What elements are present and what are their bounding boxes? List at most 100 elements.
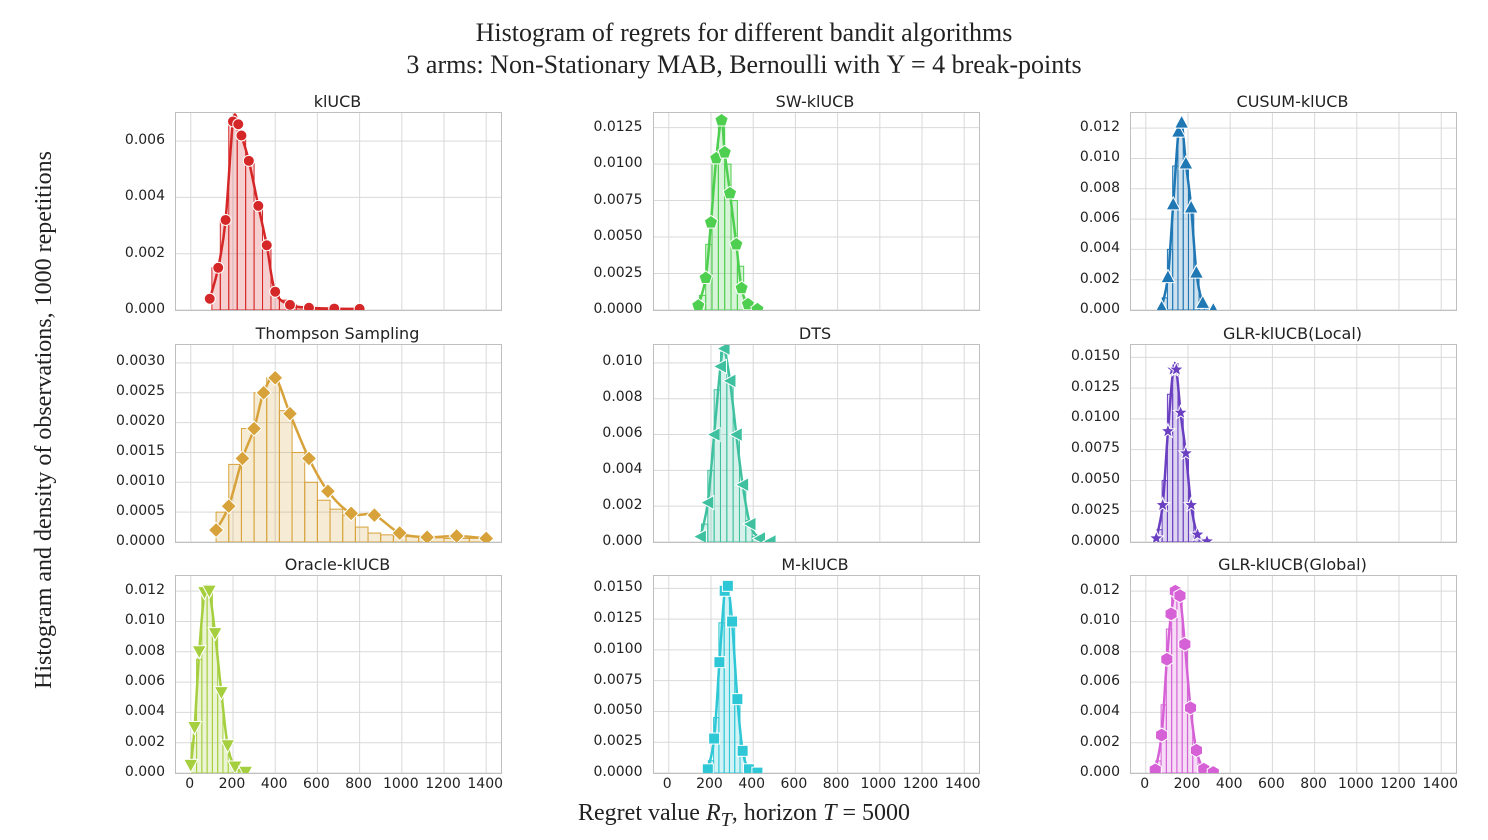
subplot-panel: GLR-klUCB(Local)0.00000.00250.00500.0075…	[1130, 344, 1455, 541]
y-tick-label: 0.008	[1080, 643, 1120, 659]
y-tick-label: 0.0015	[116, 443, 165, 459]
y-tick-label: 0.0025	[1071, 502, 1120, 518]
y-tick-label: 0.012	[125, 582, 165, 598]
y-tick-label: 0.002	[602, 497, 642, 513]
x-tick-label: 400	[738, 776, 765, 792]
y-tick-label: 0.010	[125, 612, 165, 628]
y-tick-label: 0.004	[602, 461, 642, 477]
y-tick-label: 0.0075	[1071, 440, 1120, 456]
y-tick-label: 0.008	[602, 389, 642, 405]
plot-area	[1130, 112, 1457, 311]
subplot-panel: SW-klUCB0.00000.00250.00500.00750.01000.…	[653, 112, 978, 309]
y-tick-label: 0.0100	[594, 641, 643, 657]
y-tick-label: 0.0000	[1071, 533, 1120, 549]
y-tick-label: 0.010	[1080, 149, 1120, 165]
subplot-panel: GLR-klUCB(Global)0.0000.0020.0040.0060.0…	[1130, 575, 1455, 772]
y-tick-label: 0.010	[602, 353, 642, 369]
y-tick-label: 0.0025	[594, 733, 643, 749]
y-tick-label: 0.002	[1080, 271, 1120, 287]
x-tick-label: 1000	[860, 776, 896, 792]
figure-ylabel: Histogram and density of observations, 1…	[31, 151, 58, 689]
plot-area	[1130, 344, 1457, 543]
y-tick-label: 0.000	[602, 533, 642, 549]
x-tick-label: 1000	[1338, 776, 1374, 792]
x-tick-label: 1200	[425, 776, 461, 792]
subplot-title: DTS	[653, 324, 978, 343]
x-tick-label: 800	[1300, 776, 1327, 792]
y-tick-label: 0.004	[125, 703, 165, 719]
y-tick-label: 0.004	[1080, 703, 1120, 719]
x-tick-label: 600	[1258, 776, 1285, 792]
y-tick-label: 0.004	[1080, 240, 1120, 256]
subplot-title: Thompson Sampling	[175, 324, 500, 343]
x-tick-label: 1000	[383, 776, 419, 792]
x-tick-label: 0	[663, 776, 672, 792]
y-tick-label: 0.0050	[1071, 471, 1120, 487]
y-tick-label: 0.002	[125, 734, 165, 750]
y-tick-label: 0.0005	[116, 503, 165, 519]
y-tick-label: 0.0125	[1071, 379, 1120, 395]
x-tick-label: 800	[823, 776, 850, 792]
x-tick-label: 0	[185, 776, 194, 792]
x-tick-label: 400	[261, 776, 288, 792]
plot-area	[653, 575, 980, 774]
y-tick-label: 0.002	[125, 245, 165, 261]
y-tick-label: 0.0150	[594, 579, 643, 595]
x-tick-label: 1200	[1380, 776, 1416, 792]
y-tick-label: 0.0030	[116, 353, 165, 369]
figure-title-line1: Histogram of regrets for different bandi…	[0, 18, 1488, 48]
y-tick-label: 0.0000	[594, 301, 643, 317]
y-tick-label: 0.0025	[116, 383, 165, 399]
subplot-panel: M-klUCB0.00000.00250.00500.00750.01000.0…	[653, 575, 978, 772]
plot-area	[653, 112, 980, 311]
y-tick-label: 0.002	[1080, 734, 1120, 750]
y-tick-label: 0.0025	[594, 265, 643, 281]
y-tick-label: 0.012	[1080, 582, 1120, 598]
y-tick-label: 0.006	[1080, 673, 1120, 689]
x-tick-labels: 0200400600800100012001400	[175, 776, 500, 796]
y-tick-label: 0.010	[1080, 612, 1120, 628]
y-tick-label: 0.0000	[594, 764, 643, 780]
y-tick-label: 0.0075	[594, 672, 643, 688]
y-tick-label: 0.0050	[594, 702, 643, 718]
x-tick-labels: 0200400600800100012001400	[653, 776, 978, 796]
x-tick-label: 1200	[903, 776, 939, 792]
subplot-panel: Oracle-klUCB0.0000.0020.0040.0060.0080.0…	[175, 575, 500, 772]
y-tick-label: 0.012	[1080, 119, 1120, 135]
y-tick-label: 0.000	[1080, 301, 1120, 317]
y-tick-label: 0.0100	[594, 155, 643, 171]
y-tick-label: 0.0125	[594, 610, 643, 626]
y-tick-label: 0.0150	[1071, 348, 1120, 364]
x-tick-labels: 0200400600800100012001400	[1130, 776, 1455, 796]
plot-area	[175, 112, 502, 311]
subplot-panel: CUSUM-klUCB0.0000.0020.0040.0060.0080.01…	[1130, 112, 1455, 309]
figure-title-line2: 3 arms: Non-Stationary MAB, Bernoulli wi…	[0, 50, 1488, 80]
subplot-title: Oracle-klUCB	[175, 555, 500, 574]
y-tick-label: 0.004	[125, 188, 165, 204]
subplot-title: GLR-klUCB(Local)	[1130, 324, 1455, 343]
y-tick-label: 0.0020	[116, 413, 165, 429]
subplot-title: klUCB	[175, 92, 500, 111]
y-tick-label: 0.0010	[116, 473, 165, 489]
figure: Histogram of regrets for different bandi…	[0, 0, 1488, 840]
y-tick-label: 0.000	[125, 764, 165, 780]
subplot-title: SW-klUCB	[653, 92, 978, 111]
subplot-panel: DTS0.0000.0020.0040.0060.0080.010	[653, 344, 978, 541]
subplot-title: M-klUCB	[653, 555, 978, 574]
x-tick-label: 1400	[945, 776, 981, 792]
plot-area	[175, 344, 502, 543]
subplot-title: CUSUM-klUCB	[1130, 92, 1455, 111]
y-tick-label: 0.008	[1080, 180, 1120, 196]
x-tick-label: 600	[781, 776, 808, 792]
y-tick-label: 0.0125	[594, 119, 643, 135]
subplot-title: GLR-klUCB(Global)	[1130, 555, 1455, 574]
plot-area	[175, 575, 502, 774]
y-tick-label: 0.0075	[594, 192, 643, 208]
y-tick-label: 0.000	[1080, 764, 1120, 780]
x-tick-label: 200	[1174, 776, 1201, 792]
x-tick-label: 1400	[467, 776, 503, 792]
x-tick-label: 200	[219, 776, 246, 792]
subplot-grid: klUCB0.0000.0020.0040.006SW-klUCB0.00000…	[175, 92, 1455, 782]
x-tick-label: 0	[1140, 776, 1149, 792]
plot-area	[653, 344, 980, 543]
